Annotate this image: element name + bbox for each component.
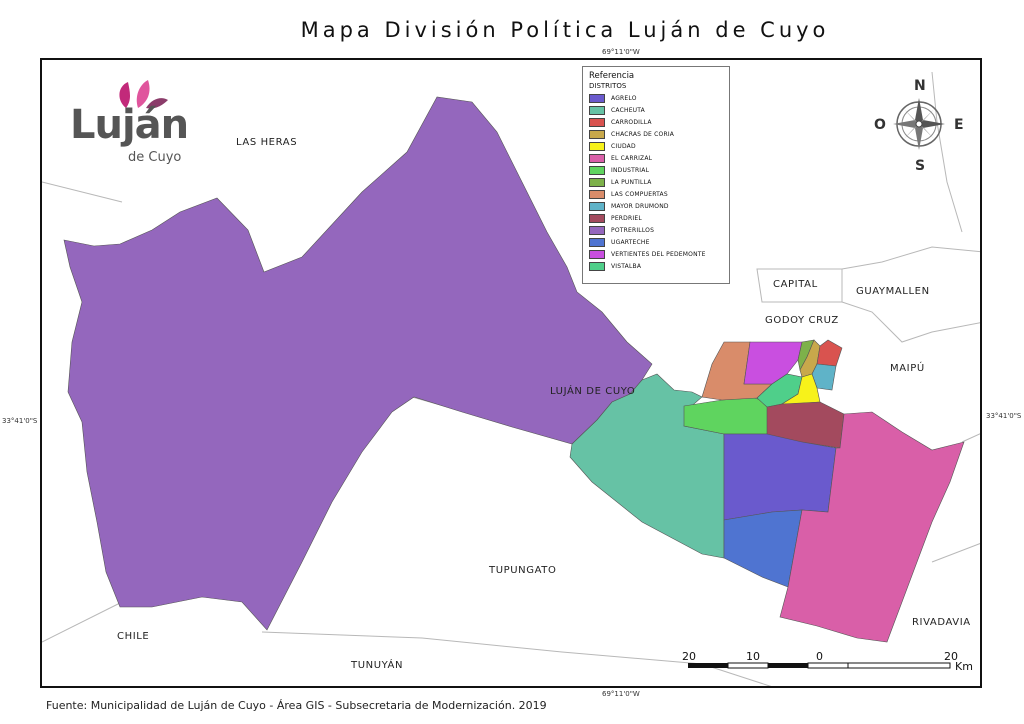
- legend-label: UGARTECHE: [611, 238, 650, 246]
- legend-item: CACHEUTA: [589, 104, 723, 116]
- label-rivadavia: RIVADAVIA: [912, 617, 971, 628]
- legend-item: LA PUNTILLA: [589, 176, 723, 188]
- map-frame: LAS HERAS CAPITAL GUAYMALLEN GODOY CRUZ …: [40, 58, 982, 688]
- legend-swatch: [589, 261, 605, 271]
- legend-item: VISTALBA: [589, 260, 723, 272]
- label-chile: CHILE: [117, 631, 149, 642]
- legend-item: CIUDAD: [589, 140, 723, 152]
- map-canvas: LAS HERAS CAPITAL GUAYMALLEN GODOY CRUZ …: [42, 71, 980, 686]
- legend-item: INDUSTRIAL: [589, 164, 723, 176]
- legend-label: LA PUNTILLA: [611, 178, 652, 186]
- compass-rose: N S E O: [864, 74, 964, 174]
- legend-label: CARRODILLA: [611, 118, 652, 126]
- legend-label: CHACRAS DE CORIA: [611, 130, 675, 138]
- compass-n: N: [914, 78, 926, 94]
- coord-bottom: 69°11'0"W: [602, 690, 640, 698]
- legend-item: CHACRAS DE CORIA: [589, 128, 723, 140]
- scale-label-20-left: 20: [682, 650, 696, 663]
- legend-swatch: [589, 153, 605, 163]
- legend-item: UGARTECHE: [589, 236, 723, 248]
- district-mayor-drumond: [811, 363, 837, 391]
- compass-icon: N S E O: [874, 78, 964, 174]
- legend-swatch: [589, 213, 605, 223]
- district-cacheuta: [569, 373, 725, 559]
- label-tupungato: TUPUNGATO: [488, 565, 556, 576]
- legend-swatch: [589, 201, 605, 211]
- legend-swatch: [589, 105, 605, 115]
- scale-unit: Km: [955, 660, 973, 673]
- coord-right: 33°41'0"S: [986, 412, 1022, 420]
- label-godoy-cruz: GODOY CRUZ: [765, 315, 839, 326]
- legend-label: PERDRIEL: [611, 214, 642, 222]
- district-potrerillos: [63, 96, 653, 631]
- scale-label-0: 0: [816, 650, 823, 663]
- legend-swatch: [589, 117, 605, 127]
- map-title: Mapa División Política Luján de Cuyo: [300, 18, 830, 42]
- label-capital: CAPITAL: [773, 279, 818, 290]
- label-maipu: MAIPÚ: [890, 361, 925, 374]
- legend-swatch: [589, 177, 605, 187]
- label-las-heras: LAS HERAS: [236, 137, 297, 148]
- scale-graphic: [688, 662, 951, 669]
- legend-swatch: [589, 249, 605, 259]
- district-el-carrizal: [779, 411, 965, 643]
- legend-label: INDUSTRIAL: [611, 166, 650, 174]
- legend: Referencia DISTRITOS AGRELO CACHEUTA CARRO…: [582, 66, 730, 284]
- legend-swatch: [589, 189, 605, 199]
- legend-label: LAS COMPUERTAS: [611, 190, 668, 198]
- legend-label: POTRERILLOS: [611, 226, 655, 234]
- legend-title: Referencia: [589, 71, 635, 81]
- legend-label: VERTIENTES DEL PEDEMONTE: [611, 250, 706, 258]
- legend-item: POTRERILLOS: [589, 224, 723, 236]
- legend-label: VISTALBA: [611, 262, 642, 270]
- legend-swatch: [589, 129, 605, 139]
- source-note: Fuente: Municipalidad de Luján de Cuyo -…: [46, 699, 547, 712]
- lujan-logo: Luján de Cuyo: [70, 78, 200, 168]
- district-agrelo: [723, 433, 837, 521]
- legend-list: AGRELO CACHEUTA CARRODILLA CHACRAS DE CORIA…: [589, 92, 723, 272]
- scale-label-20-right: 20: [944, 650, 958, 663]
- flower-icon: [119, 80, 168, 109]
- label-guaymallen: GUAYMALLEN: [856, 286, 930, 297]
- legend-swatch: [589, 225, 605, 235]
- compass-e: E: [954, 117, 964, 133]
- logo-word: Luján: [70, 102, 189, 148]
- label-tunuyan: TUNUYÁN: [350, 658, 403, 671]
- legend-label: EL CARRIZAL: [611, 154, 653, 162]
- legend-item: MAYOR DRUMOND: [589, 200, 723, 212]
- compass-s: S: [915, 158, 925, 174]
- legend-item: PERDRIEL: [589, 212, 723, 224]
- legend-item: AGRELO: [589, 92, 723, 104]
- legend-label: CIUDAD: [611, 142, 636, 150]
- coord-top: 69°11'0"W: [602, 48, 640, 56]
- scale-bar: 20 10 0 20 Km: [682, 650, 980, 676]
- legend-label: AGRELO: [611, 94, 637, 102]
- legend-label: MAYOR DRUMOND: [611, 202, 669, 210]
- coord-left: 33°41'0"S: [2, 417, 38, 425]
- legend-swatch: [589, 165, 605, 175]
- legend-subtitle: DISTRITOS: [589, 82, 627, 90]
- legend-item: EL CARRIZAL: [589, 152, 723, 164]
- legend-swatch: [589, 141, 605, 151]
- scale-label-10: 10: [746, 650, 760, 663]
- legend-item: CARRODILLA: [589, 116, 723, 128]
- logo-sub: de Cuyo: [128, 150, 182, 165]
- compass-w: O: [874, 117, 886, 133]
- legend-item: LAS COMPUERTAS: [589, 188, 723, 200]
- legend-swatch: [589, 237, 605, 247]
- label-lujan: LUJÁN DE CUYO: [550, 384, 635, 397]
- legend-swatch: [589, 93, 605, 103]
- legend-item: VERTIENTES DEL PEDEMONTE: [589, 248, 723, 260]
- district-carrodilla: [816, 339, 843, 367]
- legend-label: CACHEUTA: [611, 106, 645, 114]
